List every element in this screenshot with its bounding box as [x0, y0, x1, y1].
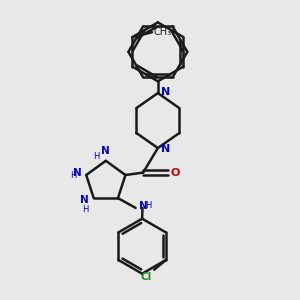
- Text: N: N: [161, 144, 170, 154]
- Text: H: H: [70, 170, 76, 179]
- Text: H: H: [82, 205, 89, 214]
- Text: N: N: [101, 146, 110, 156]
- Text: Cl: Cl: [141, 272, 152, 282]
- Text: CH₃: CH₃: [154, 27, 172, 37]
- Text: N: N: [80, 195, 89, 205]
- Text: H: H: [94, 152, 100, 161]
- Text: H: H: [146, 201, 152, 210]
- Text: N: N: [139, 201, 147, 211]
- Text: N: N: [73, 168, 81, 178]
- Text: O: O: [171, 168, 180, 178]
- Text: N: N: [161, 87, 170, 97]
